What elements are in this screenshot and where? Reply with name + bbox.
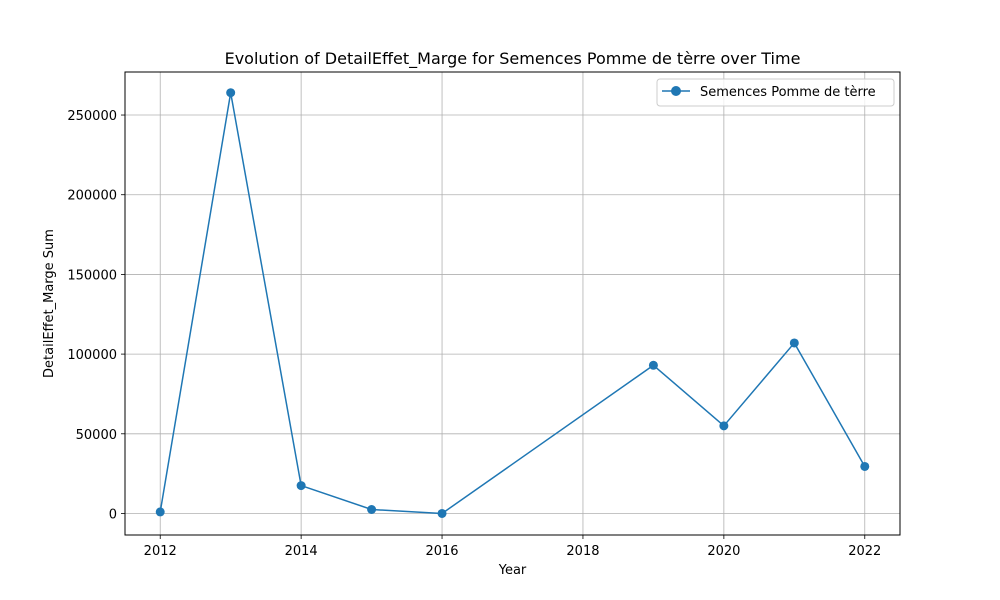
data-point: [648, 360, 658, 370]
y-tick-label: 200000: [67, 189, 117, 204]
series-line: [159, 91, 866, 515]
x-tick-label: 2012: [144, 544, 177, 559]
series-layer: [155, 88, 870, 518]
x-axis-ticks: 2012 2014 2016 2018 2020 2022: [144, 535, 881, 559]
y-tick-label: 100000: [67, 348, 117, 363]
chart-title: Evolution of DetailEffet_Marge for Semen…: [225, 49, 801, 69]
y-tick-label: 0: [109, 507, 117, 522]
data-point: [437, 508, 447, 518]
legend: Semences Pomme de tèrre: [656, 78, 895, 107]
legend-box: [656, 78, 895, 107]
data-point: [860, 461, 870, 471]
data-point: [719, 421, 729, 431]
data-point: [226, 88, 236, 98]
y-tick-label: 250000: [67, 109, 117, 124]
grid-lines: [125, 72, 900, 535]
y-axis-ticks: 0 50000 100000 150000 200000 250000: [67, 109, 125, 522]
legend-series-label: Semences Pomme de tèrre: [700, 85, 876, 100]
x-tick-label: 2022: [848, 544, 881, 559]
data-point: [296, 481, 306, 491]
plot-frame: [124, 71, 901, 536]
data-point: [367, 504, 377, 514]
data-point: [789, 338, 799, 348]
x-axis-label: Year: [498, 563, 527, 578]
x-tick-label: 2018: [566, 544, 599, 559]
x-tick-label: 2014: [285, 544, 318, 559]
y-axis-label: DetailEffet_Marge Sum: [42, 229, 57, 378]
x-tick-label: 2020: [707, 544, 740, 559]
x-tick-label: 2016: [425, 544, 458, 559]
data-point: [155, 507, 165, 517]
y-tick-label: 50000: [76, 428, 117, 443]
y-tick-label: 150000: [67, 268, 117, 283]
legend-marker-swatch: [671, 86, 681, 96]
